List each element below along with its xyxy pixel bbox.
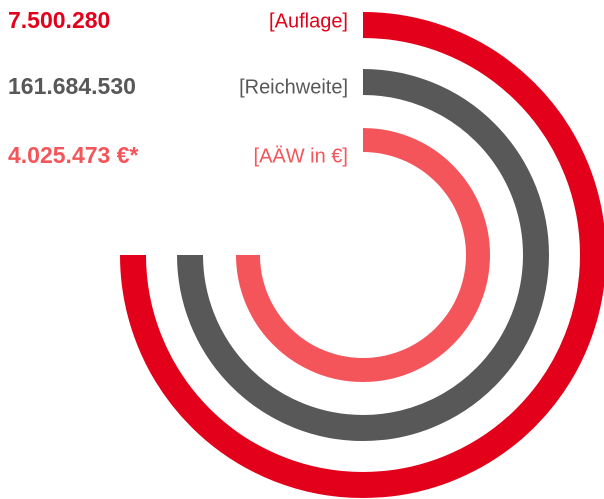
ring-arc [177, 69, 549, 441]
item-label: [Auflage] [269, 10, 348, 32]
ring-arc [236, 128, 490, 382]
ring-arc [120, 12, 604, 498]
item-label: [AÄW in €] [254, 145, 348, 167]
item-label: [Reichweite] [239, 76, 348, 98]
item-value: 4.025.473 €* [8, 142, 139, 168]
item-value: 161.684.530 [8, 73, 136, 99]
item-value: 7.500.280 [8, 7, 110, 33]
